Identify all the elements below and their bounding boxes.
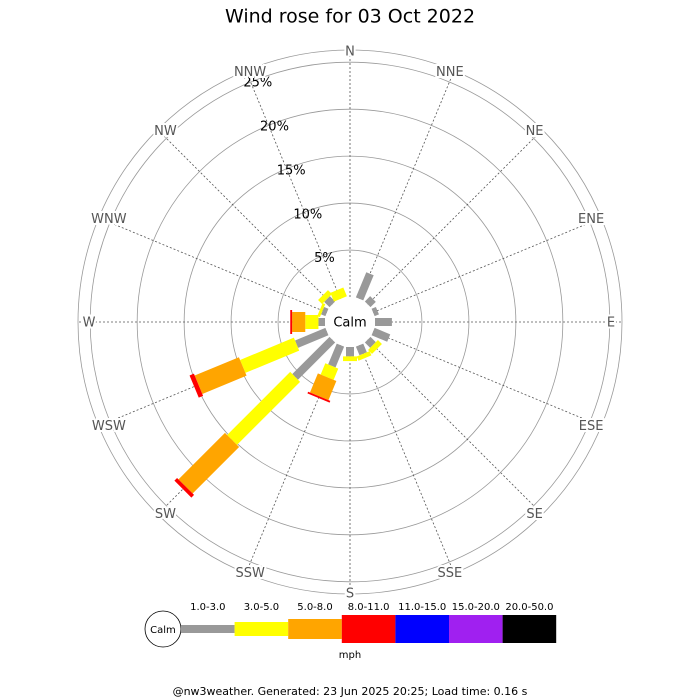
spoke bbox=[372, 331, 602, 427]
rose-segment bbox=[328, 343, 345, 368]
rose-segment bbox=[330, 287, 347, 302]
r-tick-label: 20% bbox=[260, 120, 289, 135]
direction-label: SSW bbox=[235, 566, 265, 581]
direction-label: ESE bbox=[579, 419, 604, 434]
rose-segment bbox=[368, 340, 382, 354]
spoke bbox=[98, 217, 328, 313]
rose-segment bbox=[364, 296, 376, 308]
direction-label: S bbox=[346, 587, 354, 602]
rose-segment bbox=[305, 315, 319, 329]
legend-label: 8.0-11.0 bbox=[348, 602, 390, 613]
rose-segment bbox=[307, 391, 331, 403]
direction-label: SW bbox=[155, 507, 176, 522]
footer: @nw3weather. Generated: 23 Jun 2025 20:2… bbox=[173, 685, 528, 698]
legend-label: 1.0-3.0 bbox=[190, 602, 225, 613]
legend-swatch bbox=[395, 615, 449, 643]
rose-segment bbox=[346, 347, 354, 357]
legend-swatch bbox=[288, 619, 342, 639]
grid-ring bbox=[89, 61, 611, 583]
r-tick-label: 25% bbox=[243, 76, 272, 91]
rose-segment bbox=[309, 373, 337, 401]
grid-ring bbox=[136, 108, 564, 536]
legend-label: 5.0-8.0 bbox=[297, 602, 332, 613]
direction-label: NNE bbox=[436, 65, 464, 80]
rose-segment bbox=[343, 356, 357, 362]
direction-label: E bbox=[607, 316, 615, 331]
spoke bbox=[359, 344, 455, 574]
legend-label: 15.0-20.0 bbox=[452, 602, 500, 613]
rose-segment bbox=[174, 477, 195, 498]
rose-segment bbox=[292, 336, 336, 380]
rose-segment bbox=[364, 336, 376, 348]
legend-label: 3.0-5.0 bbox=[244, 602, 279, 613]
legend-swatch bbox=[449, 615, 503, 643]
spoke bbox=[367, 339, 543, 515]
direction-label: SE bbox=[526, 507, 542, 522]
direction-label: WSW bbox=[92, 419, 126, 434]
rose-segment bbox=[355, 343, 367, 356]
direction-label: WNW bbox=[91, 212, 127, 227]
legend-swatch bbox=[502, 615, 557, 643]
rose-segment bbox=[290, 310, 293, 334]
rose-segment bbox=[356, 351, 372, 361]
outer-ring bbox=[77, 49, 623, 595]
chart-title: Wind rose for 03 Oct 2022 bbox=[225, 6, 475, 28]
rose-segment bbox=[295, 327, 329, 348]
legend-swatch bbox=[181, 625, 235, 633]
rose-segment bbox=[355, 272, 374, 301]
spoke bbox=[359, 70, 455, 300]
rose-segment bbox=[321, 306, 329, 317]
legend-label: 11.0-15.0 bbox=[398, 602, 446, 613]
rose-segment bbox=[371, 327, 391, 342]
rose-segment bbox=[371, 306, 379, 317]
legend-swatch bbox=[341, 615, 396, 643]
calm-label: Calm bbox=[333, 316, 366, 331]
rose-segment bbox=[318, 318, 325, 326]
legend-calm-label: Calm bbox=[150, 625, 176, 636]
legend-swatch bbox=[234, 622, 289, 636]
spoke bbox=[372, 217, 602, 313]
rose-segment bbox=[189, 373, 204, 398]
direction-label: SSE bbox=[438, 566, 463, 581]
unit-label: mph bbox=[339, 650, 361, 661]
rose-segment bbox=[318, 290, 332, 304]
calm-circle bbox=[328, 300, 372, 344]
direction-label: N bbox=[345, 45, 355, 60]
grid-ring bbox=[277, 249, 423, 395]
direction-label: W bbox=[83, 316, 96, 331]
rose-segment bbox=[320, 363, 339, 380]
rose-segment bbox=[317, 303, 326, 318]
r-tick-label: 15% bbox=[277, 163, 306, 178]
rose-segment bbox=[227, 371, 301, 445]
rose-segment bbox=[194, 357, 247, 394]
r-tick-label: 5% bbox=[314, 251, 335, 266]
legend-label: 20.0-50.0 bbox=[505, 602, 553, 613]
rose-segment bbox=[240, 337, 300, 373]
rose-segment bbox=[324, 296, 336, 308]
spoke bbox=[367, 129, 543, 305]
rose-segment bbox=[375, 318, 392, 326]
spoke bbox=[157, 129, 333, 305]
direction-label: ENE bbox=[578, 212, 604, 227]
spoke bbox=[245, 70, 341, 300]
r-tick-label: 10% bbox=[293, 207, 322, 222]
rose-segment bbox=[292, 312, 306, 332]
direction-label: NE bbox=[526, 124, 544, 139]
rose-segment bbox=[178, 432, 240, 494]
direction-label: NNW bbox=[234, 65, 266, 80]
direction-label: NW bbox=[154, 124, 177, 139]
